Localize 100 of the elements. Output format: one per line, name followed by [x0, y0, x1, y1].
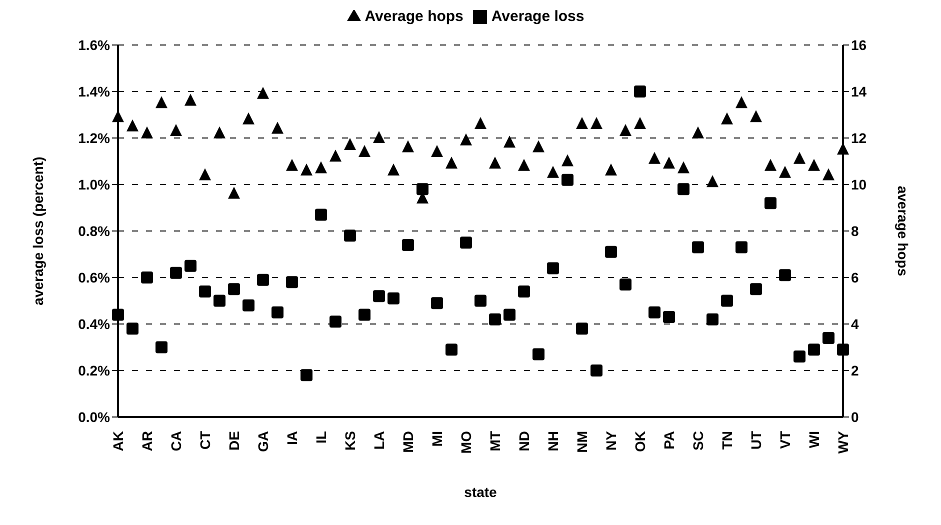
- y-tick-label: 0.6%: [78, 269, 111, 286]
- point: [721, 294, 733, 307]
- point: [489, 313, 501, 326]
- point: [648, 152, 660, 164]
- point: [750, 283, 762, 296]
- point: [562, 154, 574, 166]
- point: [634, 86, 646, 98]
- point: [779, 166, 791, 178]
- x-tick-label: VT: [777, 430, 793, 449]
- x-tick-label: AR: [139, 431, 155, 452]
- y-axis-title: average loss (percent): [30, 156, 46, 306]
- point: [446, 156, 458, 169]
- point: [663, 156, 675, 169]
- point: [678, 161, 690, 174]
- x-axis-title: state: [464, 484, 498, 500]
- y2-tick-label: 16: [851, 36, 867, 53]
- x-tick-label: TN: [719, 431, 735, 450]
- x-tick-label: IL: [313, 430, 329, 444]
- point: [214, 294, 226, 307]
- point: [764, 158, 776, 171]
- legend-label: Average loss: [491, 8, 584, 25]
- point: [460, 133, 472, 146]
- point: [474, 294, 486, 307]
- point: [590, 117, 602, 130]
- point: [156, 341, 168, 354]
- point: [330, 316, 342, 328]
- point: [300, 164, 312, 176]
- point: [706, 175, 718, 188]
- point: [184, 94, 196, 106]
- point: [388, 164, 400, 176]
- x-tick-label: KS: [342, 431, 358, 450]
- point: [547, 262, 559, 274]
- point: [837, 344, 849, 356]
- point: [300, 369, 312, 382]
- point: [112, 308, 124, 321]
- y2-axis-title: average hops: [895, 186, 912, 276]
- y2-tick-label: 0: [851, 408, 859, 425]
- point: [126, 322, 138, 335]
- point: [474, 117, 486, 130]
- x-tick-label: WI: [806, 431, 822, 448]
- point: [794, 350, 806, 363]
- y2-tick-label: 6: [851, 269, 859, 286]
- x-tick-label: GA: [255, 431, 271, 452]
- point: [663, 311, 675, 324]
- point: [373, 131, 385, 143]
- point: [431, 144, 443, 157]
- point: [547, 166, 559, 178]
- y-tick-label: 1.2%: [78, 130, 111, 146]
- point: [242, 299, 254, 312]
- point: [736, 241, 748, 254]
- x-tick-label: PA: [661, 431, 677, 450]
- y2-tick-label: 12: [851, 130, 867, 146]
- point: [358, 144, 370, 157]
- point: [779, 269, 791, 282]
- point: [678, 183, 690, 196]
- point: [199, 285, 211, 298]
- y2-tick-label: 14: [851, 83, 867, 100]
- x-tick-label: NY: [603, 430, 619, 450]
- point: [416, 183, 428, 196]
- x-tick-label: MD: [400, 431, 416, 453]
- y-tick-label: 0.8%: [78, 222, 111, 239]
- x-tick-label: CT: [197, 430, 213, 450]
- x-tick-label: UT: [748, 430, 764, 450]
- x-tick-label: NH: [545, 431, 561, 452]
- y2-tick-label: 2: [851, 362, 859, 378]
- point: [822, 332, 834, 344]
- x-tick-label: CA: [168, 431, 184, 452]
- point: [214, 126, 226, 138]
- x-tick-label: WY: [835, 430, 851, 454]
- x-tick-label: OK: [632, 431, 648, 452]
- y-tick-label: 0.4%: [78, 316, 111, 332]
- point: [736, 96, 748, 108]
- point: [228, 283, 240, 296]
- point: [634, 117, 646, 130]
- point: [764, 197, 776, 210]
- point: [532, 140, 544, 152]
- point: [228, 186, 240, 199]
- point: [184, 260, 196, 272]
- point: [402, 140, 414, 152]
- point: [518, 285, 530, 298]
- x-tick-label: IA: [284, 431, 300, 445]
- point: [504, 136, 516, 148]
- point: [750, 110, 762, 122]
- x-tick-label: ND: [516, 431, 532, 452]
- point: [532, 348, 544, 360]
- point: [388, 292, 400, 304]
- y-tick-label: 1.0%: [78, 176, 111, 192]
- x-tick-label: NM: [574, 431, 590, 453]
- point: [170, 266, 182, 279]
- point: [562, 174, 574, 186]
- point: [170, 124, 182, 136]
- y2-tick-label: 4: [851, 316, 859, 332]
- point: [344, 138, 356, 150]
- point: [156, 96, 168, 108]
- y2-tick-label: 8: [851, 222, 859, 239]
- legend-label: Average hops: [364, 8, 464, 25]
- point: [126, 119, 138, 132]
- point: [431, 297, 443, 310]
- point: [590, 364, 602, 376]
- point: [330, 150, 342, 162]
